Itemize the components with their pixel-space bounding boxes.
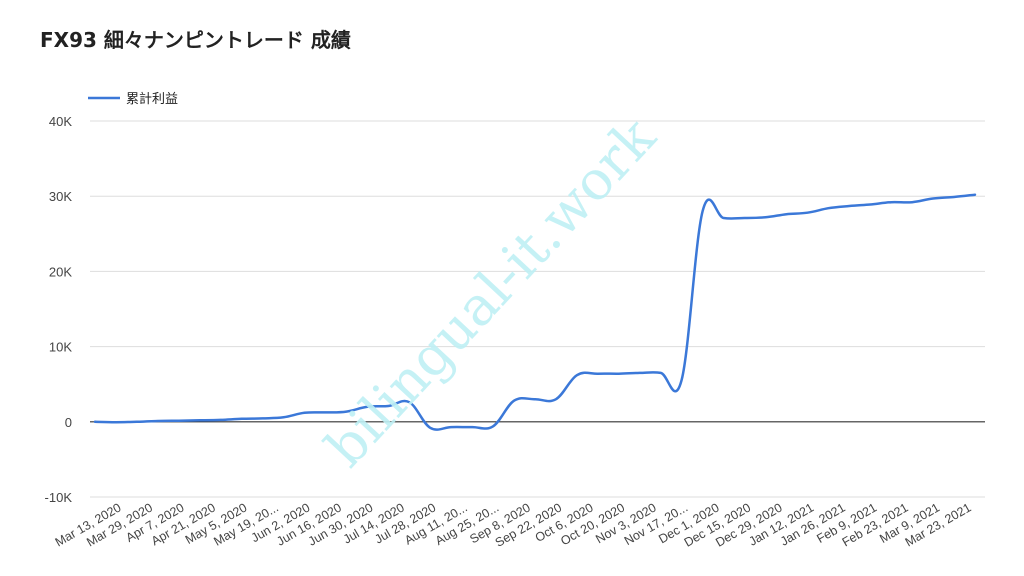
y-axis-ticks: -10K 0 10K 20K 30K 40K	[45, 114, 73, 505]
watermark: bilingual-it.work	[313, 105, 668, 479]
y-tick-label: 30K	[49, 189, 72, 204]
chart-title: FX93 細々ナンピントレード 成績	[40, 28, 351, 52]
y-tick-label: 10K	[49, 340, 72, 355]
legend: 累計利益	[88, 91, 178, 107]
y-tick-label: 20K	[49, 264, 72, 279]
gridlines	[90, 120, 985, 498]
legend-label: 累計利益	[126, 91, 178, 107]
y-tick-label: -10K	[45, 490, 73, 505]
y-tick-label: 40K	[49, 114, 72, 129]
y-tick-label: 0	[65, 415, 72, 430]
series-line-cumulative-profit	[93, 193, 977, 431]
